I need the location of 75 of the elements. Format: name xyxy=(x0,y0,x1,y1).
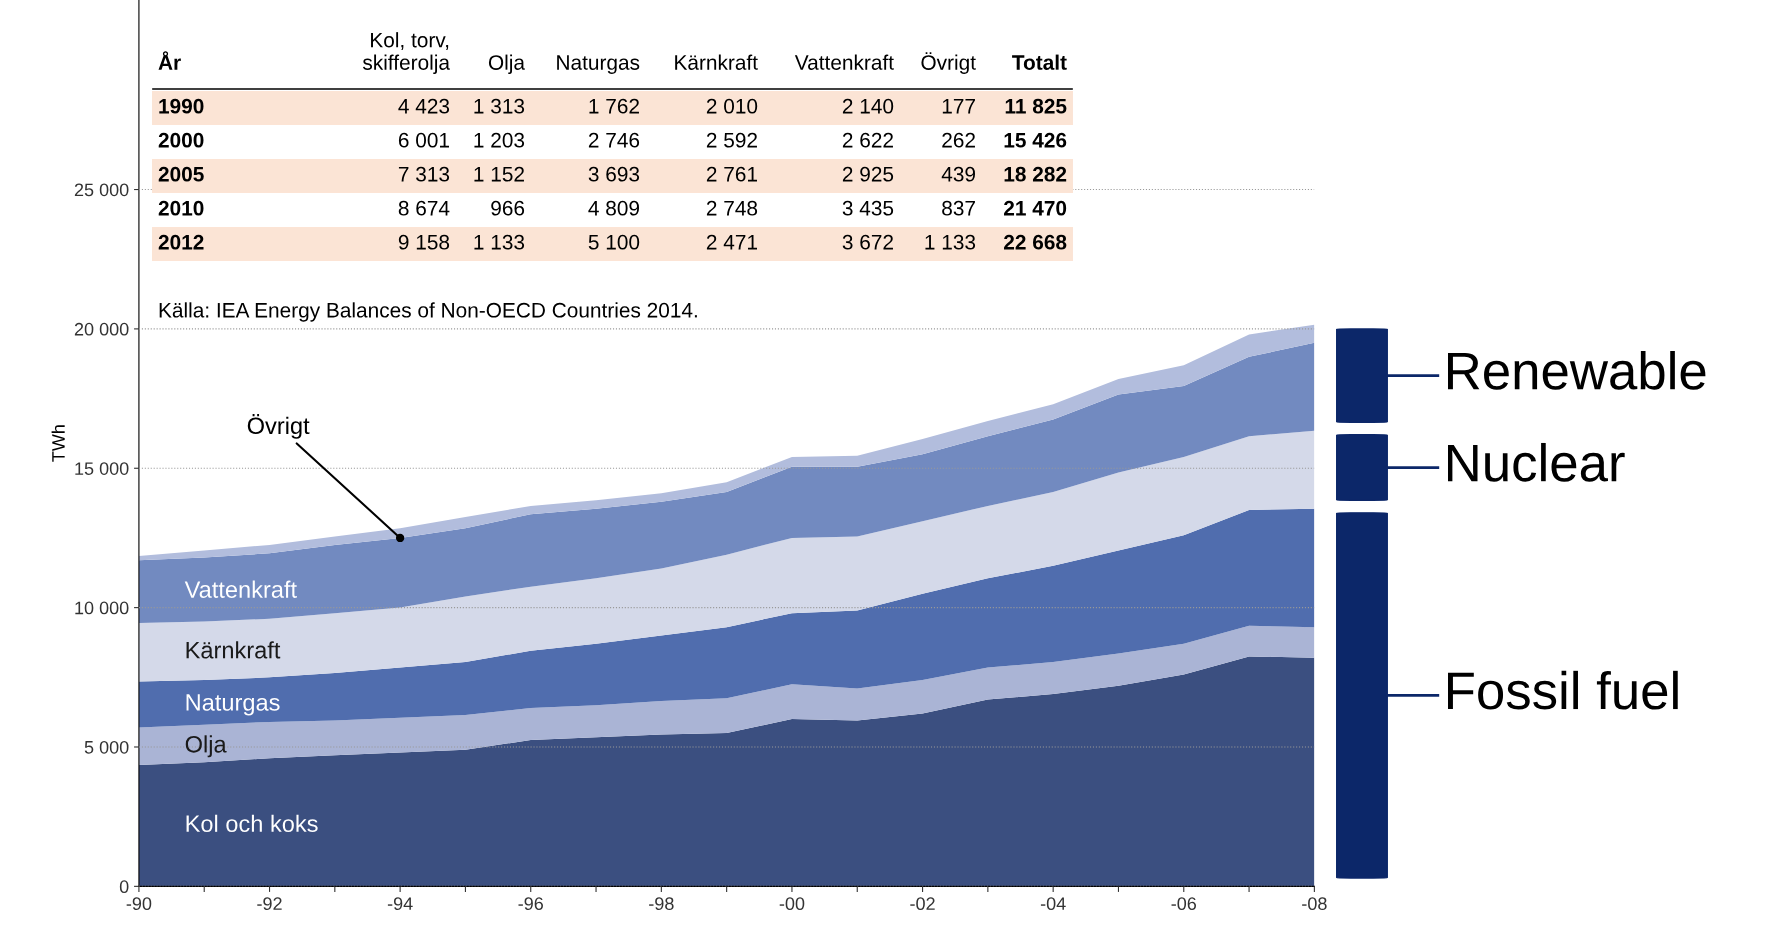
annotation: 15 426 xyxy=(1004,132,1067,148)
annotation: 2000 xyxy=(158,132,204,148)
y-tick-label: 15 000 xyxy=(75,462,129,475)
annotation: 4 809 xyxy=(588,200,640,216)
x-tick-label: -04 xyxy=(1040,897,1066,911)
annotation: 2 622 xyxy=(842,132,893,148)
annotation: Naturgas xyxy=(557,55,640,74)
annotation: 5 100 xyxy=(588,234,640,250)
annotation: 11 825 xyxy=(1005,98,1067,114)
text: Fossil fuel xyxy=(1448,670,1678,710)
x-tick-label: -90 xyxy=(126,897,152,911)
annotation: 2012 xyxy=(158,234,204,250)
annotation: 1 203 xyxy=(474,132,525,148)
annotation: 2 925 xyxy=(842,166,894,182)
annotation: Kol, torv, skifferolja xyxy=(362,32,450,74)
annotation: 262 xyxy=(942,132,975,148)
annotation: 1 152 xyxy=(474,166,524,182)
annotation: 177 xyxy=(942,99,975,114)
annotation: Kärnkraft xyxy=(675,54,758,70)
annotation: 2010 xyxy=(158,200,204,216)
annotation: 2 748 xyxy=(706,200,758,216)
y-tick-label: 10 000 xyxy=(75,601,129,615)
annotation: 1 762 xyxy=(589,98,639,114)
series-label: Naturgas xyxy=(186,694,280,716)
y-tick-label: 20 000 xyxy=(74,322,129,336)
annotation: 7 313 xyxy=(398,166,450,182)
annotation: 6 001 xyxy=(398,132,449,148)
annotation: 3 435 xyxy=(842,200,894,216)
annotation: 966 xyxy=(491,200,525,216)
annotation: 8 674 xyxy=(398,200,450,216)
series-label: Olja xyxy=(185,735,227,758)
annotation: 21 470 xyxy=(1004,200,1067,216)
annotation: 2005 xyxy=(158,166,204,182)
x-tick-label: -06 xyxy=(1171,897,1197,911)
x-tick-label: -98 xyxy=(649,897,674,911)
x-tick-label: -00 xyxy=(779,897,805,911)
annotation: 3 693 xyxy=(588,166,640,182)
annotation: Olja xyxy=(488,54,525,74)
annotation: År xyxy=(158,51,181,70)
annotation: Övrigt xyxy=(247,414,310,439)
series-label: Kol och koks xyxy=(186,814,318,833)
y-tick-label: 25 000 xyxy=(74,183,129,197)
annotation: Vattenkraft xyxy=(794,54,894,70)
series-label: Kärnkraft xyxy=(186,641,281,659)
annotation: 2 010 xyxy=(706,98,758,114)
y-tick-label: 0 xyxy=(119,880,129,894)
annotation: 3 672 xyxy=(842,234,893,250)
x-tick-label: -96 xyxy=(518,897,543,911)
x-tick-label: -92 xyxy=(257,897,282,911)
annotation: 2 592 xyxy=(706,132,757,148)
x-tick-label: -94 xyxy=(387,897,413,911)
annotation: Totalt xyxy=(1012,54,1067,70)
annotation: Källa: IEA Energy Balances of Non-OECD Countries 2014. xyxy=(159,302,697,322)
text: Nuclear xyxy=(1448,442,1625,482)
annotation: 2 471 xyxy=(706,234,757,250)
annotation: 1 313 xyxy=(474,98,525,114)
annotation: Övrigt xyxy=(921,52,976,74)
annotation: 1 133 xyxy=(925,234,976,250)
text: Renewable xyxy=(1448,350,1706,390)
annotation: 4 423 xyxy=(398,98,450,114)
annotation: 1990 xyxy=(159,98,204,114)
annotation: 22 668 xyxy=(1004,234,1067,250)
annotation: 2 746 xyxy=(588,132,640,148)
annotation: 439 xyxy=(941,166,976,182)
annotation: 18 282 xyxy=(1004,166,1067,182)
x-tick-label: -08 xyxy=(1302,897,1327,911)
series-label: Vattenkraft xyxy=(184,580,297,598)
y-tick-label: 5 000 xyxy=(84,740,129,754)
y-axis-title: TWh xyxy=(51,425,65,462)
annotation: 2 761 xyxy=(706,166,757,182)
annotation: 1 133 xyxy=(474,234,525,250)
annotation: 2 140 xyxy=(842,98,894,114)
annotation: 837 xyxy=(942,200,975,216)
x-tick-label: -02 xyxy=(910,897,935,911)
annotation: 9 158 xyxy=(398,234,450,250)
